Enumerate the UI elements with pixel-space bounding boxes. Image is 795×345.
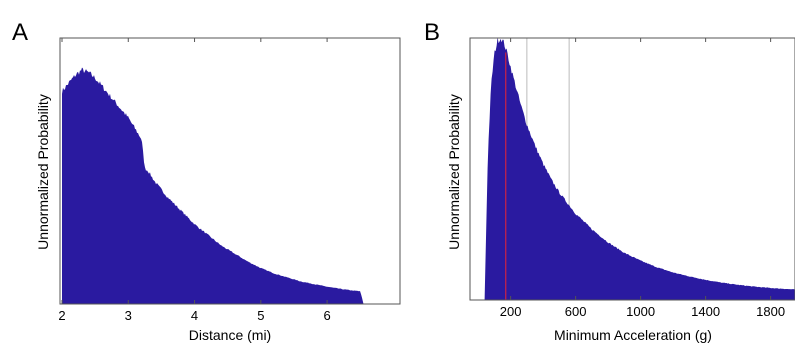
panel-b-xtick-label-1: 600 <box>565 304 587 319</box>
panel-b-xlabel: Minimum Acceleration (g) <box>554 327 712 343</box>
panel-b-xtick-label-0: 200 <box>500 304 522 319</box>
panel-a-xtick-label-4: 6 <box>323 308 330 323</box>
panel-a-xtick-label-1: 3 <box>125 308 132 323</box>
panel-b-ylabel: Unnormalized Probability <box>446 94 462 250</box>
panel-b-plot: Unnormalized Probability Minimum Acceler… <box>446 37 795 343</box>
panel-a-ylabel: Unnormalized Probability <box>35 94 51 250</box>
panel-a-xtick-label-2: 4 <box>191 308 198 323</box>
panel-letter-b: B <box>424 19 440 46</box>
panel-a-frame <box>59 37 401 305</box>
panel-a-distribution-area <box>62 67 364 304</box>
panel-a-plot: Unnormalized Probability Distance (mi) 2… <box>35 37 401 343</box>
panel-b-frame <box>469 37 795 301</box>
panel-a-xtick-label-3: 5 <box>257 308 264 323</box>
panel-letter-a: A <box>12 19 28 46</box>
panel-b-distribution-area <box>484 37 795 301</box>
panel-b-xtick-label-4: 1800 <box>756 304 785 319</box>
panel-a-xlabel: Distance (mi) <box>189 327 271 343</box>
panel-b-xtick-label-3: 1400 <box>691 304 720 319</box>
panel-a-xtick-label-0: 2 <box>58 308 65 323</box>
panel-b-xtick-label-2: 1000 <box>626 304 655 319</box>
